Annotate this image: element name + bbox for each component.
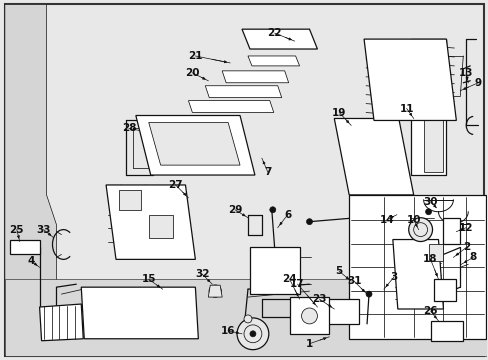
Text: 32: 32 <box>195 269 209 279</box>
Text: 22: 22 <box>267 28 282 38</box>
Text: 31: 31 <box>346 276 361 286</box>
Polygon shape <box>40 304 83 341</box>
Text: 13: 13 <box>458 68 472 78</box>
Circle shape <box>209 285 221 297</box>
Polygon shape <box>433 279 455 301</box>
Circle shape <box>366 291 371 297</box>
Circle shape <box>244 315 251 323</box>
Circle shape <box>237 318 268 350</box>
Polygon shape <box>289 297 328 334</box>
Text: 26: 26 <box>423 306 437 316</box>
Text: 9: 9 <box>474 78 481 88</box>
Polygon shape <box>427 243 443 261</box>
Text: 33: 33 <box>36 225 51 235</box>
Text: 10: 10 <box>406 215 420 225</box>
Text: 7: 7 <box>264 167 271 177</box>
Circle shape <box>425 209 431 215</box>
Text: 30: 30 <box>423 197 437 207</box>
Polygon shape <box>106 185 195 260</box>
Polygon shape <box>410 39 446 175</box>
Polygon shape <box>334 118 413 195</box>
Text: 18: 18 <box>423 255 437 264</box>
Circle shape <box>408 218 432 242</box>
Circle shape <box>244 325 262 343</box>
Text: 6: 6 <box>284 210 291 220</box>
Polygon shape <box>136 116 254 175</box>
Text: 21: 21 <box>188 51 202 61</box>
Text: 12: 12 <box>458 222 472 233</box>
Polygon shape <box>242 29 317 49</box>
Text: 24: 24 <box>282 274 296 284</box>
Polygon shape <box>222 71 288 83</box>
Polygon shape <box>247 56 299 66</box>
Text: 28: 28 <box>122 123 136 134</box>
Polygon shape <box>119 190 141 210</box>
Text: 3: 3 <box>389 272 397 282</box>
Text: 17: 17 <box>290 279 305 289</box>
Polygon shape <box>205 86 281 98</box>
Text: 5: 5 <box>335 266 342 276</box>
Text: 2: 2 <box>462 243 469 252</box>
Text: 14: 14 <box>379 215 393 225</box>
Circle shape <box>413 223 427 237</box>
Polygon shape <box>423 43 443 172</box>
Polygon shape <box>443 218 459 244</box>
Text: 25: 25 <box>9 225 24 235</box>
Circle shape <box>306 219 312 225</box>
Polygon shape <box>10 239 40 255</box>
Text: 4: 4 <box>28 256 35 266</box>
Text: 11: 11 <box>399 104 413 113</box>
Text: 1: 1 <box>305 339 312 349</box>
Polygon shape <box>364 39 455 121</box>
Polygon shape <box>348 195 485 339</box>
Polygon shape <box>81 287 198 339</box>
Text: 8: 8 <box>468 252 476 262</box>
Polygon shape <box>319 299 358 324</box>
Text: 20: 20 <box>185 68 199 78</box>
Circle shape <box>249 331 255 337</box>
Polygon shape <box>429 321 462 341</box>
Polygon shape <box>148 215 172 238</box>
Text: 27: 27 <box>168 180 183 190</box>
Polygon shape <box>249 247 299 294</box>
Polygon shape <box>5 279 486 356</box>
Text: 16: 16 <box>221 326 235 336</box>
Text: 15: 15 <box>141 274 156 284</box>
Circle shape <box>269 207 275 213</box>
Polygon shape <box>188 100 273 113</box>
Polygon shape <box>5 4 56 356</box>
Polygon shape <box>392 239 443 309</box>
Circle shape <box>301 308 317 324</box>
Text: 19: 19 <box>331 108 346 117</box>
Text: 29: 29 <box>227 205 242 215</box>
Polygon shape <box>208 285 222 297</box>
Polygon shape <box>148 122 240 165</box>
Text: 23: 23 <box>311 294 326 304</box>
